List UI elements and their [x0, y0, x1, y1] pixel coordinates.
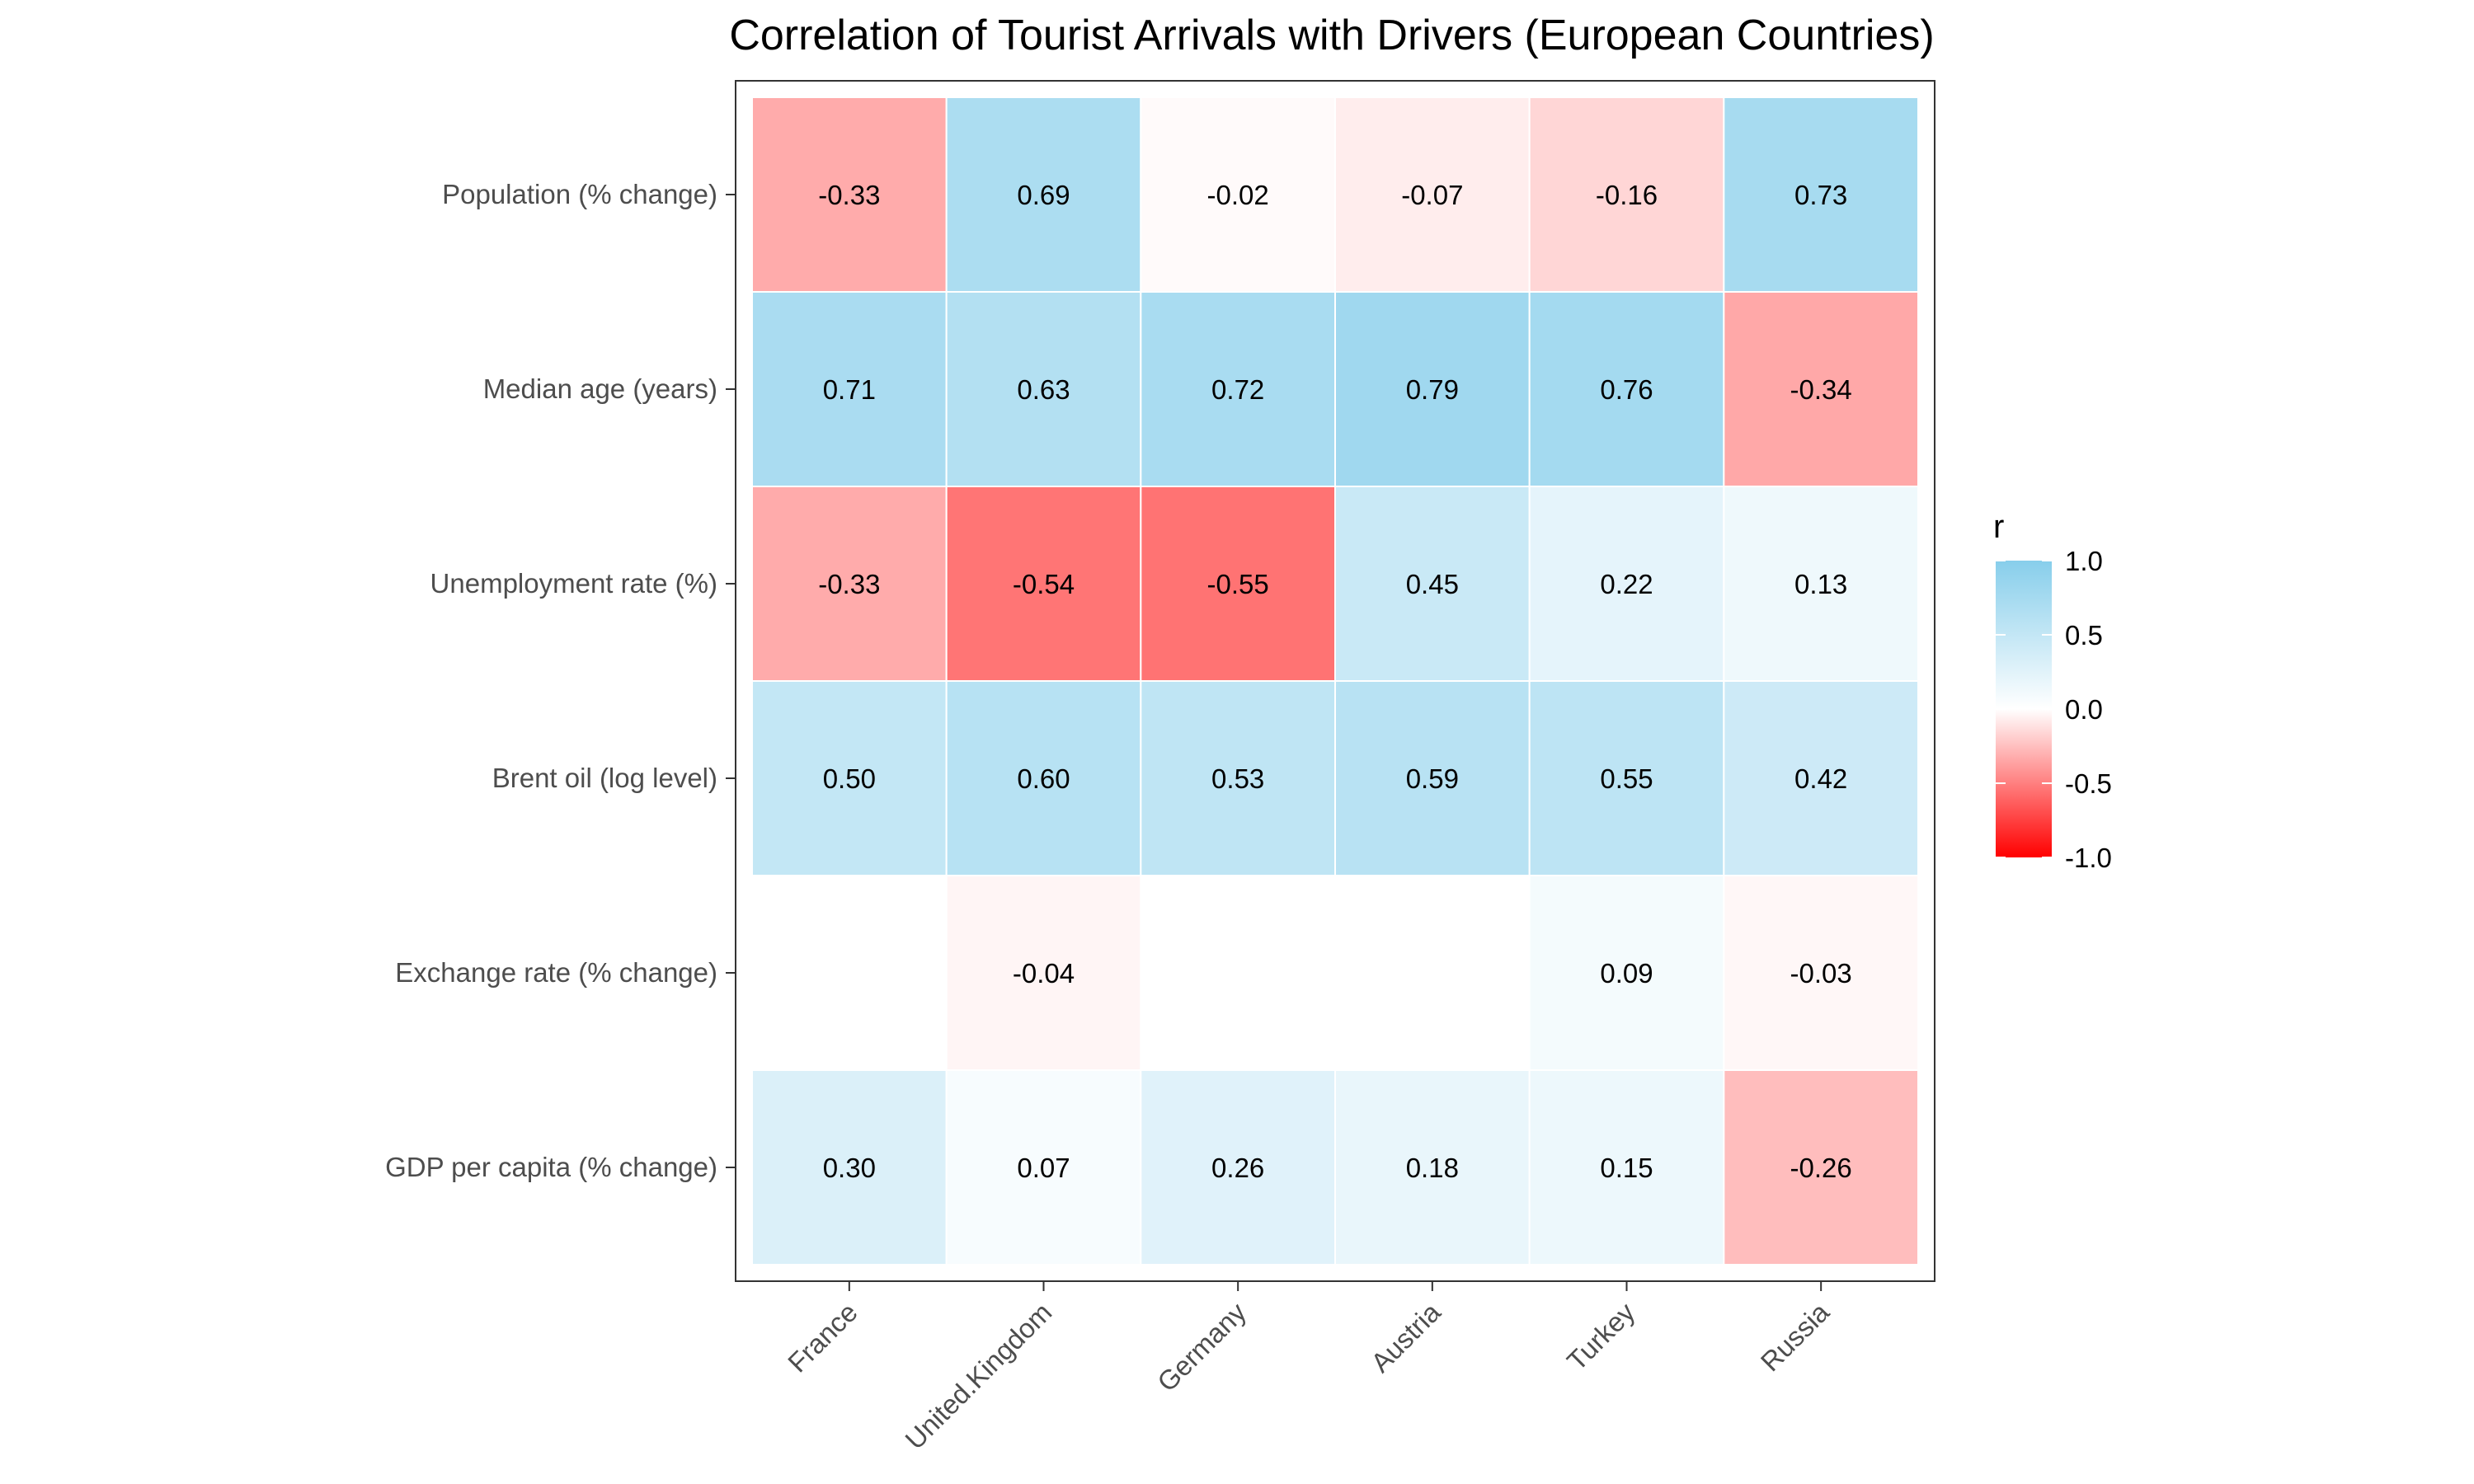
cell-value-label: 0.53 [1211, 763, 1264, 794]
cell-value-label: -0.04 [1013, 958, 1075, 989]
heatmap-cells: -0.33 0.69 -0.02 -0.07 -0.16 0.73 0.71 0.63 0.72… [751, 96, 1919, 1266]
cell-value-label: 0.42 [1794, 763, 1847, 794]
cell-value-label: -0.33 [818, 180, 880, 210]
cell-value-label: 0.26 [1211, 1153, 1264, 1183]
cell-value-label: 0.79 [1406, 374, 1459, 405]
y-tick-label: Exchange rate (% change) [395, 957, 717, 988]
cell-value-label: 0.09 [1600, 958, 1653, 989]
heatmap-cell [1334, 680, 1531, 876]
heatmap-cell [1723, 486, 1919, 682]
cell-value-label: -0.02 [1207, 180, 1269, 210]
heatmap-cell [1140, 680, 1337, 876]
cell-value-label: -0.34 [1790, 374, 1852, 405]
cell-value-label: 0.76 [1600, 374, 1653, 405]
color-legend: r 1.0 0.5 0.0 -0.5 -1.0 [1993, 509, 2112, 873]
heatmap-cell [1140, 486, 1337, 682]
x-tick-label: Russia [1755, 1296, 1836, 1377]
cell-value-label: 0.73 [1794, 180, 1847, 210]
heatmap-cell [1723, 1069, 1919, 1266]
cell-value-label: -0.33 [818, 569, 880, 599]
legend-tick-label: -1.0 [2065, 843, 2112, 873]
legend-tick-label: 0.5 [2065, 620, 2103, 650]
heatmap-cell [945, 291, 1142, 487]
heatmap-cell [1723, 291, 1919, 487]
heatmap-cell [945, 680, 1142, 876]
heatmap-cell [751, 680, 948, 876]
cell-value-label: 0.50 [823, 763, 876, 794]
cell-value-label: -0.54 [1013, 569, 1075, 599]
cell-value-label: -0.55 [1207, 569, 1269, 599]
cell-value-label: 0.22 [1600, 569, 1653, 599]
cell-value-label: -0.03 [1790, 958, 1852, 989]
cell-value-label: 0.72 [1211, 374, 1264, 405]
y-tick-label: Brent oil (log level) [492, 763, 717, 793]
cell-value-label: 0.13 [1794, 569, 1847, 599]
cell-value-label: -0.26 [1790, 1153, 1852, 1183]
legend-tick-label: 0.0 [2065, 694, 2103, 725]
cell-value-label: 0.60 [1017, 763, 1070, 794]
heatmap-cell [1723, 875, 1919, 1071]
cell-value-label: 0.18 [1406, 1153, 1459, 1183]
heatmap-cell [1334, 291, 1531, 487]
legend-tick-label: -0.5 [2065, 768, 2112, 799]
y-tick-label: GDP per capita (% change) [385, 1152, 717, 1182]
panel-border [735, 80, 1935, 1282]
heatmap-cell [1334, 875, 1531, 1071]
cell-value-label: -0.07 [1401, 180, 1463, 210]
heatmap-cell [1334, 486, 1531, 682]
heatmap-cell [751, 486, 948, 682]
y-axis: Population (% change) Median age (years) U… [385, 179, 736, 1182]
cell-value-label: -0.16 [1596, 180, 1658, 210]
heatmap-cell [1723, 96, 1919, 293]
chart-title: Correlation of Tourist Arrivals with Dri… [729, 12, 1934, 59]
cell-value-label: 0.55 [1600, 763, 1653, 794]
cell-value-label: 0.30 [823, 1153, 876, 1183]
y-tick-label: Population (% change) [442, 179, 717, 209]
heatmap-cell [945, 875, 1142, 1071]
x-tick-label: Germany [1151, 1296, 1252, 1397]
x-axis: France United.Kingdom Germany Austria Turkey… [782, 1281, 1836, 1455]
heatmap-cell [1334, 1069, 1531, 1266]
cell-value-label: 0.71 [823, 374, 876, 405]
heatmap-cell [1334, 96, 1531, 293]
legend-title: r [1993, 509, 2004, 545]
x-tick-label: Turkey [1561, 1296, 1641, 1376]
heatmap-cell [751, 1069, 948, 1266]
cell-value-label: 0.59 [1406, 763, 1459, 794]
heatmap-cell [1528, 486, 1725, 682]
heatmap-cell [751, 96, 948, 293]
heatmap-cell [751, 875, 948, 1071]
x-tick-label: France [782, 1297, 863, 1378]
heatmap-cell [945, 96, 1142, 293]
x-tick-label: Austria [1365, 1296, 1446, 1378]
heatmap-cell [1528, 96, 1725, 293]
heatmap-cell [1723, 680, 1919, 876]
cell-value-label: 0.69 [1017, 180, 1070, 210]
x-tick-label: United.Kingdom [899, 1297, 1057, 1455]
cell-value-label: 0.15 [1600, 1153, 1653, 1183]
cell-value-label: 0.63 [1017, 374, 1070, 405]
heatmap-cell [1140, 96, 1337, 293]
legend-tick-label: 1.0 [2065, 546, 2103, 576]
y-tick-label: Median age (years) [483, 373, 717, 404]
heatmap-cell [1140, 875, 1337, 1071]
y-tick-label: Unemployment rate (%) [430, 568, 717, 599]
cell-value-label: 0.07 [1017, 1153, 1070, 1183]
heatmap-cell [945, 1069, 1142, 1266]
cell-value-label: 0.45 [1406, 569, 1459, 599]
heatmap-cell [945, 486, 1142, 682]
heatmap-cell [1528, 680, 1725, 876]
